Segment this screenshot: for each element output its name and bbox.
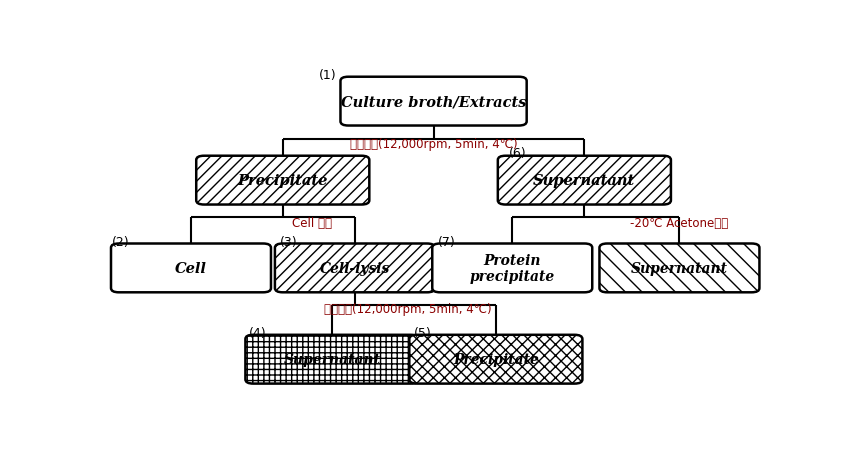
Text: (1): (1): [319, 69, 337, 82]
Text: (2): (2): [113, 235, 130, 248]
FancyBboxPatch shape: [111, 244, 271, 293]
FancyBboxPatch shape: [340, 77, 527, 126]
Text: Precipitate: Precipitate: [453, 353, 539, 366]
FancyBboxPatch shape: [196, 157, 370, 205]
FancyBboxPatch shape: [497, 157, 671, 205]
FancyBboxPatch shape: [432, 244, 592, 293]
Text: Cell: Cell: [175, 261, 207, 275]
FancyBboxPatch shape: [245, 335, 419, 384]
Text: (3): (3): [279, 235, 297, 248]
Text: Cell 과쇄: Cell 과쇄: [292, 216, 332, 229]
Text: Supernatant: Supernatant: [533, 174, 635, 188]
FancyBboxPatch shape: [600, 244, 760, 293]
Text: Culture broth/Extracts: Culture broth/Extracts: [341, 95, 526, 109]
Text: (6): (6): [509, 147, 526, 160]
Text: 원심분리(12,000rpm, 5min, 4℃): 원심분리(12,000rpm, 5min, 4℃): [349, 137, 518, 151]
Text: (7): (7): [438, 235, 456, 248]
Text: -20℃ Acetone처리: -20℃ Acetone처리: [630, 216, 728, 229]
Text: Precipitate: Precipitate: [238, 174, 328, 188]
Text: 원심분리(12,000rpm, 5min, 4℃): 원심분리(12,000rpm, 5min, 4℃): [323, 303, 492, 316]
Text: Supernatant: Supernatant: [283, 353, 381, 366]
Text: Supernatant: Supernatant: [631, 261, 728, 275]
Text: (4): (4): [249, 326, 266, 339]
Text: Protein
precipitate: Protein precipitate: [470, 253, 555, 283]
FancyBboxPatch shape: [409, 335, 582, 384]
Text: (5): (5): [414, 326, 431, 339]
FancyBboxPatch shape: [275, 244, 435, 293]
Text: Cell-lysis: Cell-lysis: [320, 261, 390, 275]
